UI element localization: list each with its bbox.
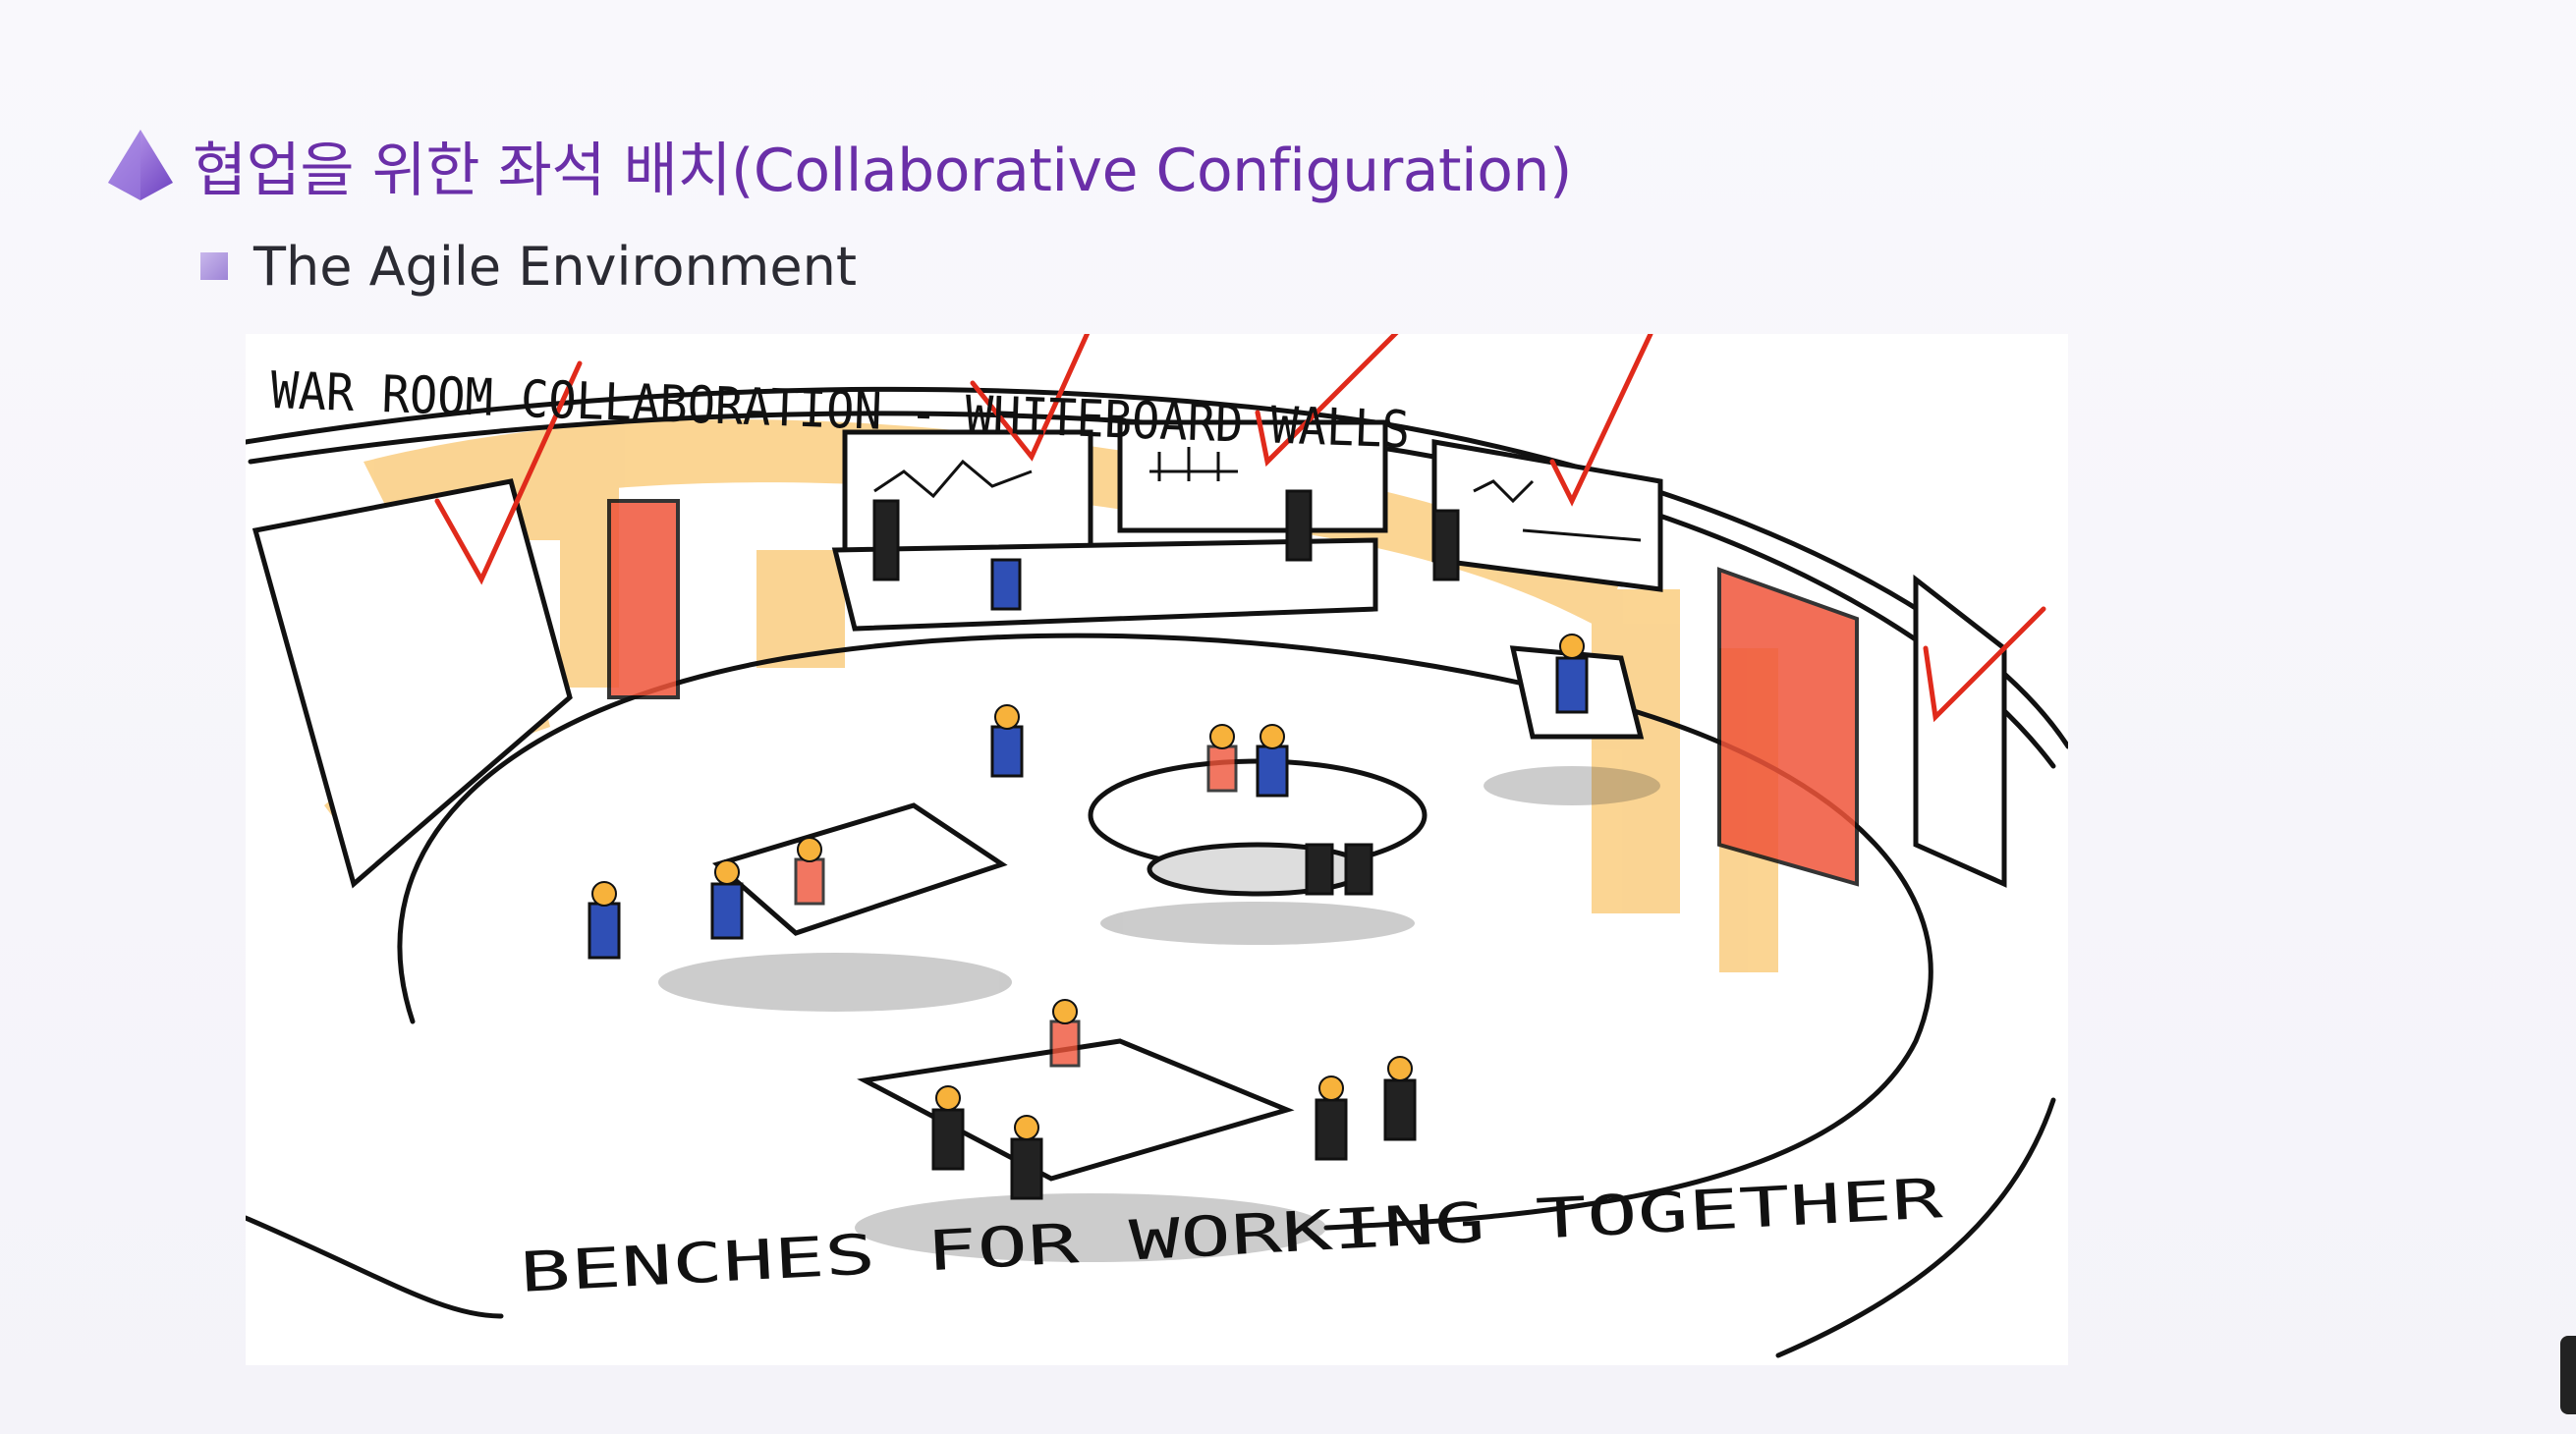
- slide-subtitle: The Agile Environment: [253, 235, 858, 298]
- edge-artifact: [2560, 1336, 2576, 1414]
- person: [1344, 843, 1373, 896]
- war-room-sketch: WAR ROOM COLLABORATION - WHITEBOARD WALL…: [246, 334, 2068, 1365]
- whiteboard-right: [1913, 574, 2007, 888]
- person: [1049, 1020, 1081, 1068]
- person: [1256, 745, 1289, 798]
- check-mark: [434, 360, 583, 585]
- check-mark: [1923, 606, 2046, 723]
- person: [872, 499, 900, 581]
- whiteboard-scribbles: [873, 447, 1642, 542]
- collaboration-tables: [711, 537, 1645, 1182]
- slide-title-row: 협업을 위한 좌석 배치(Collaborative Configuration…: [106, 116, 1572, 214]
- person: [1383, 1078, 1417, 1141]
- person: [588, 902, 621, 960]
- person: [1010, 1137, 1043, 1200]
- person: [1555, 656, 1589, 714]
- check-mark: [970, 334, 1091, 462]
- diamond-bullet-icon: [108, 130, 173, 200]
- person: [990, 725, 1024, 778]
- slide-subtitle-row: The Agile Environment: [200, 232, 857, 301]
- person: [1206, 745, 1238, 793]
- person: [1305, 843, 1334, 896]
- center-left-table: [711, 802, 1008, 936]
- person: [794, 857, 825, 906]
- person: [1315, 1098, 1348, 1161]
- back-bench: [831, 537, 1378, 632]
- person: [931, 1108, 965, 1171]
- person: [1285, 489, 1313, 562]
- sketch-illustration: WAR ROOM COLLABORATION - WHITEBOARD WALL…: [246, 334, 2068, 1358]
- person: [990, 558, 1022, 611]
- red-check-marks: [434, 334, 2046, 723]
- people-figures: [588, 489, 1589, 1200]
- check-mark: [1255, 334, 1399, 468]
- bottom-bench: [857, 1038, 1295, 1182]
- person: [1432, 509, 1460, 581]
- check-mark: [1549, 334, 1653, 507]
- red-doors: [607, 499, 1859, 887]
- whiteboard-2: [1117, 419, 1388, 533]
- whiteboard-left: [252, 478, 573, 889]
- person: [710, 882, 744, 940]
- slide-title: 협업을 위한 좌석 배치(Collaborative Configuration…: [193, 136, 1572, 205]
- floor-shadows: [658, 766, 1660, 1262]
- label-benches: BENCHES FOR WORKING TOGETHER: [518, 1167, 1944, 1305]
- square-bullet-icon: [200, 252, 228, 280]
